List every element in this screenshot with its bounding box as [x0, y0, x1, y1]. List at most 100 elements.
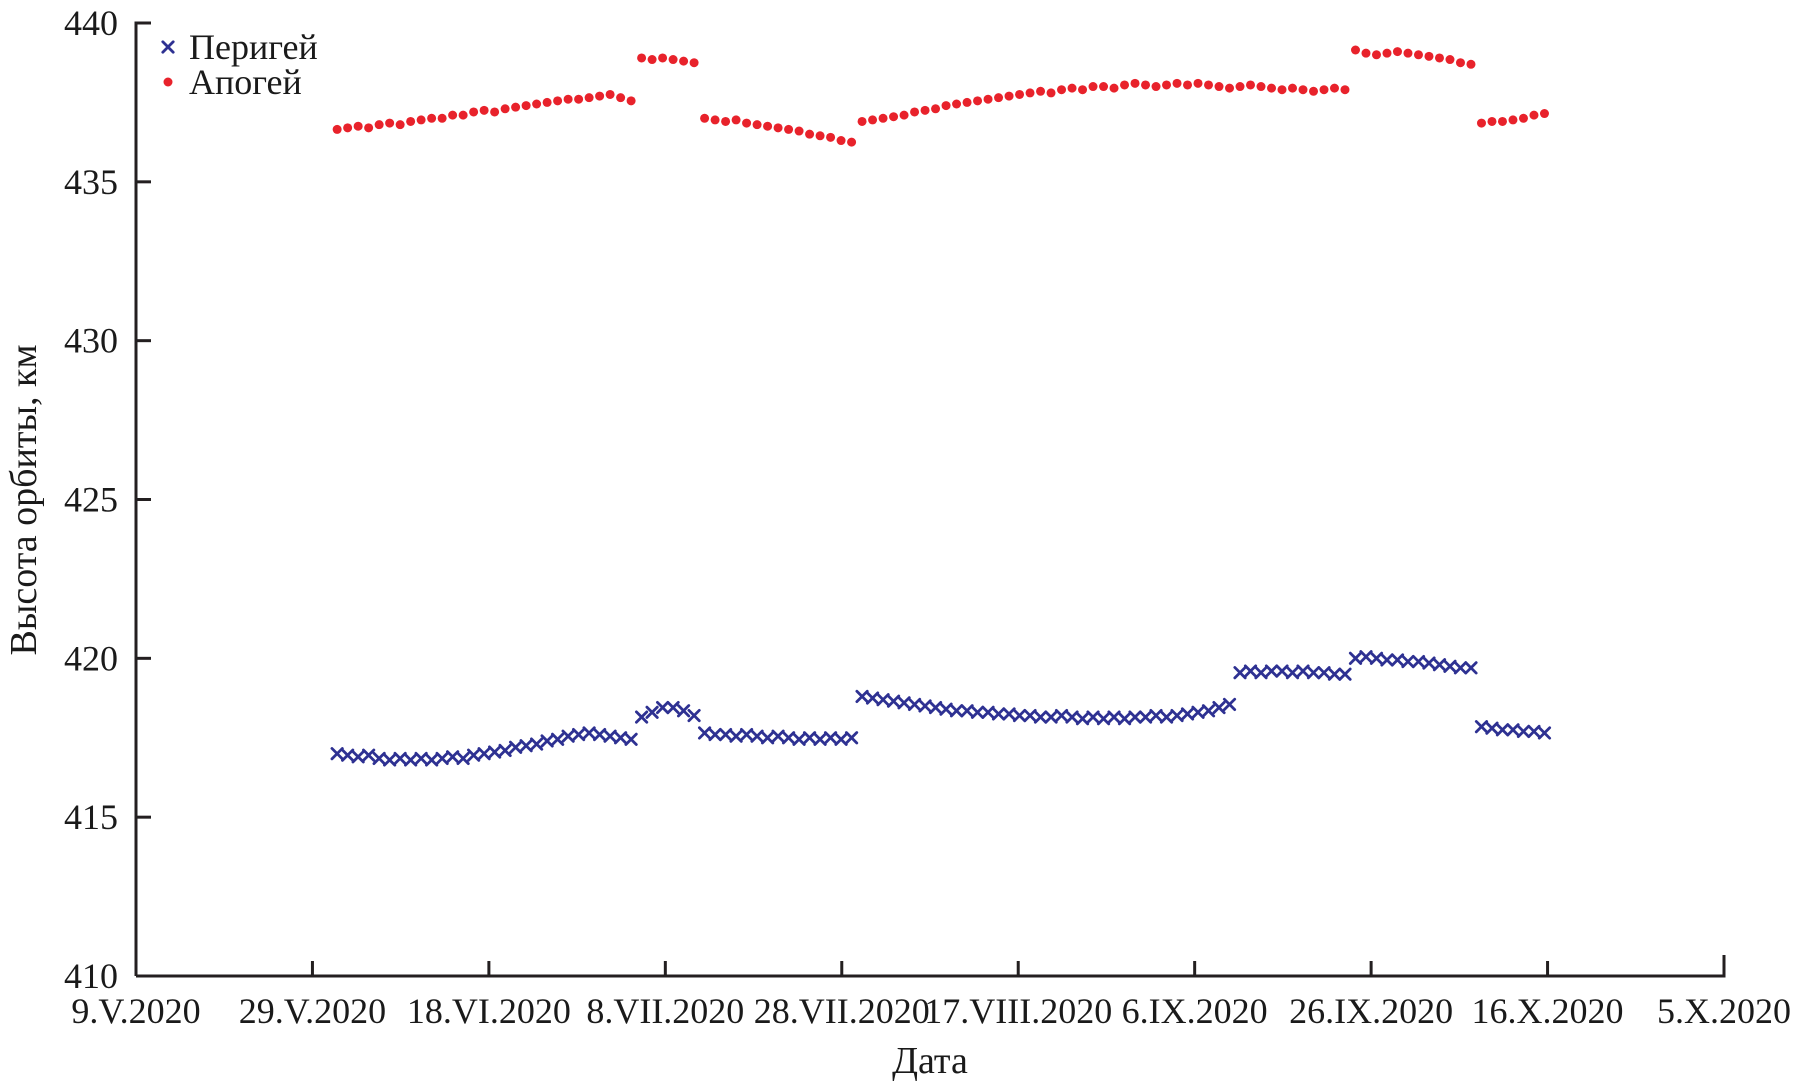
data-point-apogee [679, 56, 689, 66]
data-point-apogee [1319, 85, 1329, 95]
x-tick-label: 26.IX.2020 [1289, 991, 1453, 1031]
data-point-perigee [1170, 708, 1184, 723]
data-point-apogee [1413, 50, 1423, 60]
data-point-apogee [626, 96, 636, 106]
data-point-perigee [593, 727, 607, 742]
data-point-perigee [572, 727, 586, 742]
data-point-perigee [1012, 708, 1027, 723]
data-point-apogee [1487, 116, 1497, 126]
y-tick-label: 420 [64, 638, 118, 678]
data-point-perigee [1411, 654, 1426, 669]
data-point-perigee [1233, 666, 1247, 680]
data-point-perigee [865, 691, 880, 705]
data-point-perigee [1254, 666, 1268, 680]
data-point-apogee [1361, 48, 1371, 58]
data-point-perigee [1180, 707, 1195, 721]
data-point-apogee [1078, 85, 1088, 95]
data-point-apogee [910, 107, 920, 117]
data-point-perigee [813, 732, 827, 746]
y-tick-label: 425 [64, 480, 118, 520]
data-point-apogee [658, 53, 668, 63]
data-point-apogee [721, 116, 731, 126]
data-point-apogee [1004, 91, 1014, 101]
data-point-perigee [1201, 704, 1216, 718]
data-point-perigee [530, 737, 544, 751]
data-point-perigee [1285, 666, 1300, 680]
data-point-perigee [970, 705, 985, 719]
data-point-apogee [1256, 82, 1266, 92]
data-point-perigee [1432, 658, 1447, 672]
data-point-perigee [886, 694, 901, 708]
data-point-apogee [1466, 59, 1476, 69]
data-point-perigee [1338, 667, 1352, 681]
data-point-perigee [645, 705, 659, 719]
data-point-apogee [857, 116, 867, 126]
legend-label-perigee: Перигей [189, 27, 318, 67]
data-point-perigee [1506, 723, 1520, 737]
legend-marker-apogee [163, 77, 173, 87]
data-point-apogee [731, 115, 741, 125]
data-point-perigee [540, 734, 554, 748]
data-point-apogee [637, 53, 647, 63]
data-point-apogee [763, 121, 773, 131]
data-point-perigee [760, 731, 775, 745]
data-point-perigee [991, 707, 1006, 721]
data-point-perigee [551, 732, 565, 746]
x-tick-label: 5.X.2020 [1657, 991, 1791, 1031]
data-point-apogee [920, 105, 930, 115]
data-point-perigee [383, 753, 397, 767]
x-tick-label: 16.X.2020 [1472, 991, 1624, 1031]
x-tick-label: 29.V.2020 [239, 991, 386, 1031]
x-tick-label: 18.VI.2020 [407, 991, 571, 1031]
data-point-perigee [1149, 708, 1163, 723]
data-point-apogee [1371, 50, 1381, 60]
legend-label-apogee: Апогей [189, 62, 302, 102]
data-point-apogee [1455, 58, 1465, 68]
data-point-perigee [498, 743, 512, 758]
data-point-perigee [1317, 666, 1331, 680]
data-point-apogee [784, 124, 794, 134]
data-point-perigee [1422, 656, 1436, 670]
x-tick-label: 6.IX.2020 [1122, 991, 1268, 1031]
data-point-apogee [952, 99, 962, 109]
data-point-perigee [1033, 710, 1048, 724]
data-point-apogee [1088, 82, 1098, 92]
data-point-perigee [1527, 724, 1541, 738]
data-point-apogee [584, 93, 594, 103]
data-point-apogee [1518, 113, 1528, 123]
data-point-perigee [1191, 705, 1205, 719]
data-point-apogee [416, 115, 426, 125]
x-tick-label: 17.VIII.2020 [924, 991, 1112, 1031]
data-point-perigee [330, 747, 344, 761]
data-point-perigee [1054, 708, 1069, 723]
data-point-apogee [1476, 118, 1486, 128]
data-point-apogee [1046, 88, 1056, 98]
data-point-apogee [899, 110, 909, 120]
data-point-apogee [941, 101, 951, 111]
plot-area: 9.V.2020 29.V.2020 18.VI.2020 8.VII.2020 28.… [64, 3, 1791, 1031]
data-point-perigee [582, 726, 596, 740]
data-point-perigee [372, 751, 386, 765]
data-point-perigee [1474, 720, 1489, 734]
data-point-perigee [802, 731, 817, 745]
data-point-apogee [1172, 78, 1182, 88]
data-point-apogee [437, 113, 447, 123]
data-point-perigee [1044, 710, 1058, 724]
data-point-apogee [385, 118, 395, 128]
data-point-perigee [697, 726, 712, 740]
data-point-apogee [1109, 83, 1119, 93]
data-point-perigee [666, 700, 680, 715]
data-point-perigee [1537, 726, 1552, 740]
data-point-perigee [771, 729, 785, 743]
data-point-apogee [500, 104, 510, 114]
data-point-apogee [1403, 48, 1413, 58]
y-tick-label: 435 [64, 162, 118, 202]
data-point-perigee [1327, 667, 1342, 681]
data-point-apogee [553, 96, 563, 106]
data-point-perigee [1453, 661, 1468, 675]
y-tick-label: 415 [64, 797, 118, 837]
data-point-apogee [1382, 48, 1392, 58]
x-axis-line [136, 955, 1726, 978]
data-point-perigee [1296, 664, 1310, 678]
